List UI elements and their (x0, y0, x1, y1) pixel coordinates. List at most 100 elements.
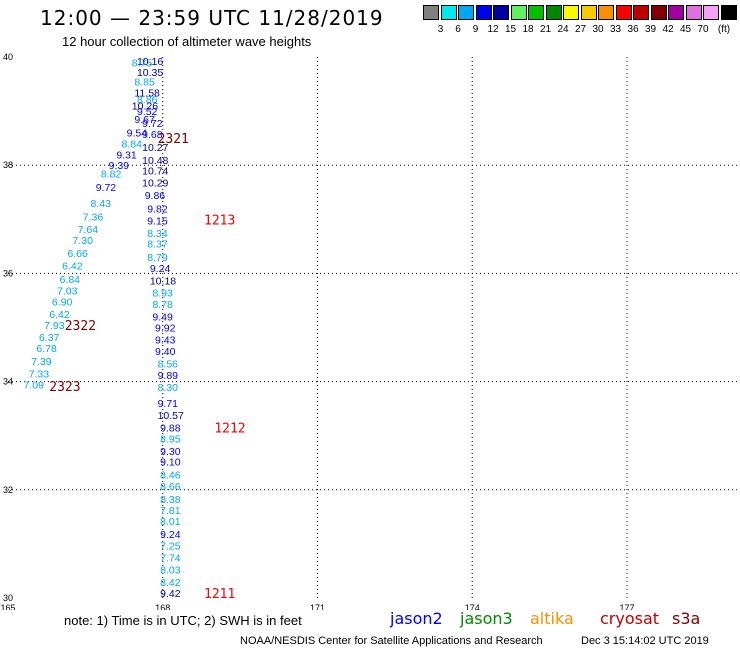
legend-label: 24 (557, 24, 569, 35)
time-label: 1213 (204, 213, 235, 228)
wave-height-label: 9.67 (134, 114, 155, 126)
legend-swatch (563, 5, 579, 20)
legend-label: 21 (539, 24, 552, 35)
generation-timestamp: Dec 3 15:14:02 UTC 2019 (581, 635, 709, 647)
legend-swatch (528, 5, 544, 20)
wave-height-label: 8.34 (147, 228, 168, 240)
wave-height-label: 7.30 (72, 235, 93, 247)
time-label: 2323 (49, 380, 80, 395)
wave-height-label: 7.03 (57, 286, 78, 298)
y-tick-label: 30 (3, 593, 13, 603)
time-label: 1211 (204, 587, 235, 602)
time-labels: 2321 1213 2322 2323 1212 1211 (49, 132, 245, 602)
footer-note: note: 1) Time is in UTC; 2) SWH is in fe… (64, 613, 302, 628)
legend-label: 36 (627, 24, 639, 35)
wave-height-label: 9.82 (147, 203, 168, 215)
wave-height-label: 8.79 (147, 252, 168, 264)
legend-label: 3 (437, 24, 444, 35)
wave-height-label: 8.30 (158, 382, 179, 394)
wave-height-label: 7.39 (31, 356, 52, 368)
legend-swatch (423, 5, 439, 20)
credit-line: NOAA/NESDIS Center for Satellite Applica… (240, 635, 543, 647)
y-tick-label: 32 (3, 485, 13, 495)
wave-height-label: 9.54 (127, 128, 148, 140)
wave-height-label: 8.85 (134, 76, 155, 88)
wave-height-label: 10.57 (158, 410, 184, 422)
wave-height-label: 9.40 (155, 346, 176, 358)
wave-height-label: 10.18 (150, 275, 176, 287)
satellite-jason3: jason3 (460, 609, 513, 628)
wave-height-label: 9.42 (160, 588, 181, 600)
legend-label: 9 (472, 24, 479, 35)
wave-height-label: 8.43 (91, 198, 112, 210)
wave-height-label: 9.49 (152, 312, 173, 324)
y-tick-label: 40 (3, 52, 13, 62)
wave-height-label: 10.29 (142, 178, 168, 190)
wave-height-label: 9.31 (116, 149, 137, 161)
wave-height-label: 9.43 (155, 334, 176, 346)
wave-height-label: 9.89 (158, 370, 179, 382)
wave-height-label: 8.95 (160, 433, 181, 445)
grid-lines (8, 57, 740, 598)
wave-height-label: 10.35 (137, 67, 163, 79)
wave-height-label: 7.81 (160, 505, 181, 517)
wave-height-label: 9.10 (160, 457, 181, 469)
wave-height-label: 9.86 (145, 190, 166, 202)
time-label: 1212 (214, 422, 245, 437)
x-tick-label: 174 (465, 603, 480, 610)
satellite-jason2: jason2 (390, 609, 443, 628)
wave-height-label: 7.74 (160, 552, 181, 564)
wave-height-label: 6.78 (36, 343, 57, 355)
wave-height-label: 9.71 (158, 398, 179, 410)
y-tick-label: 38 (3, 160, 13, 170)
legend-label: 15 (504, 24, 517, 35)
legend-label: 30 (592, 24, 604, 35)
legend-swatch (458, 5, 474, 20)
y-tick-label: 36 (3, 268, 13, 278)
wave-height-label: 10.48 (142, 155, 168, 167)
wave-height-label: 7.64 (78, 224, 99, 236)
wave-height-label: 7.36 (83, 212, 104, 224)
wave-height-label: 9.39 (109, 160, 130, 172)
wave-height-labels: 8.7510.1610.358.8511.588.8610.269.529.67… (23, 56, 184, 600)
chart-title: 12:00 — 23:59 UTC 11/28/2019 (40, 6, 384, 30)
wave-height-label: 9.15 (147, 215, 168, 227)
legend-swatch (510, 5, 527, 20)
x-tick-label: 168 (155, 603, 170, 610)
legend-swatch (545, 5, 562, 20)
legend-label: 18 (522, 24, 534, 35)
wave-height-label: 6.90 (52, 297, 73, 309)
wave-height-label: 10.26 (132, 101, 158, 113)
legend-swatch (615, 5, 632, 20)
satellite-s3a: s3a (672, 609, 701, 628)
legend-swatch (650, 5, 667, 20)
wave-height-label: 11.58 (134, 88, 160, 100)
wave-height-label: 7.93 (44, 320, 65, 332)
wave-height-label: 8.66 (160, 481, 181, 493)
wave-height-label: 9.72 (96, 182, 117, 194)
legend-unit: (ft) (717, 24, 731, 35)
x-tick-label: 165 (0, 603, 15, 610)
wave-height-label: 9.30 (160, 446, 181, 458)
wave-height-label: 6.42 (49, 309, 70, 321)
time-label: 2322 (65, 319, 96, 334)
wave-height-label: 7.33 (29, 368, 50, 380)
wave-height-label: 6.42 (62, 260, 83, 272)
wave-height-label: 7.25 (160, 541, 181, 553)
wave-height-label: 7.09 (23, 379, 44, 391)
x-tick-label: 171 (310, 603, 325, 610)
legend-swatch (703, 5, 719, 20)
legend-label: 33 (609, 24, 622, 35)
legend-label: 6 (455, 24, 461, 35)
x-tick-label: 177 (619, 603, 634, 610)
legend-swatch (633, 5, 649, 20)
time-label: 2321 (158, 132, 189, 147)
legend-swatch (598, 5, 614, 20)
wave-height-label: 8.75 (132, 57, 153, 69)
legend-swatch (440, 5, 457, 20)
wave-height-label: 6.84 (60, 274, 81, 286)
satellite-altika: altika (530, 609, 574, 628)
legend-swatch (668, 5, 684, 20)
legend-swatch (493, 5, 509, 20)
legend-label: 42 (662, 24, 674, 35)
